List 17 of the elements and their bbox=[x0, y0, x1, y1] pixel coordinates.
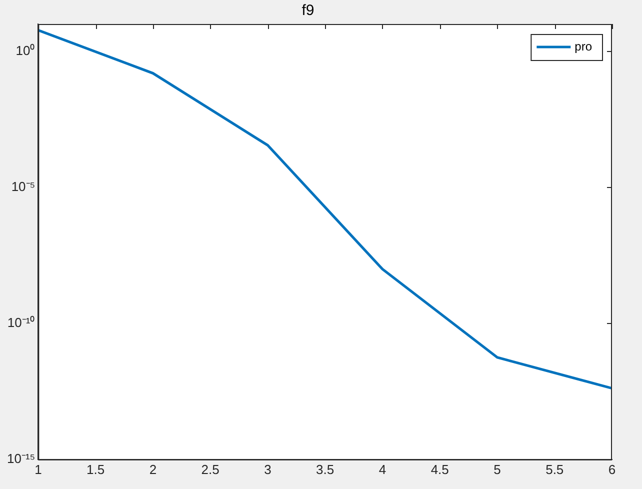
x-tick-label: 4.5 bbox=[430, 462, 449, 477]
y-tick-label: 10⁻¹⁵ bbox=[6, 450, 36, 466]
x-tick-label: 1.5 bbox=[86, 462, 105, 477]
y-tick-label: 10⁻⁵ bbox=[11, 178, 36, 194]
y-tick-label: 10⁻¹⁰ bbox=[7, 314, 36, 330]
x-tick-label: 5 bbox=[494, 462, 501, 477]
y-tick-label: 10⁰ bbox=[16, 42, 36, 58]
legend-label: pro bbox=[574, 39, 592, 54]
x-tick-label: 3 bbox=[264, 462, 272, 477]
x-tick-label: 4 bbox=[378, 462, 386, 477]
x-tick-label: 6 bbox=[608, 462, 616, 477]
x-tick-label: 2 bbox=[149, 462, 157, 477]
x-tick-label: 3.5 bbox=[316, 462, 334, 477]
x-tick-label: 2.5 bbox=[201, 462, 220, 477]
chart-title: f9 bbox=[302, 2, 314, 20]
x-tick-label: 1 bbox=[34, 462, 42, 477]
x-tick-label: 5.5 bbox=[546, 462, 564, 477]
